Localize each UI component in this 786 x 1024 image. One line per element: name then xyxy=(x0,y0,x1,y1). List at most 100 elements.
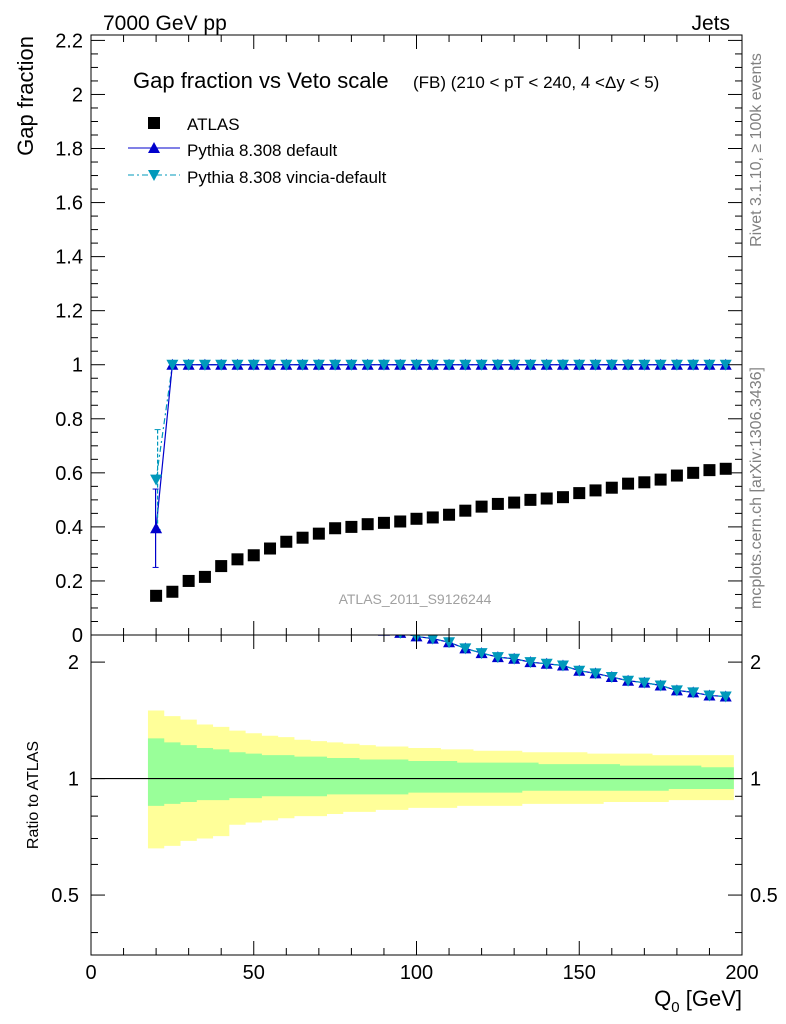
point-pythia-vincia xyxy=(150,474,163,486)
point-atlas xyxy=(394,515,407,528)
ratio-point-pythia-vincia xyxy=(719,691,732,703)
point-atlas xyxy=(377,516,390,529)
ratio-point-pythia-default xyxy=(329,617,341,628)
ratio-point-pythia-vincia xyxy=(313,609,325,620)
point-atlas xyxy=(426,511,439,524)
ratio-point-pythia-default xyxy=(183,502,195,513)
top-y-tick-label: 0.4 xyxy=(55,517,83,539)
ratio-axis-label: Ratio to ATLAS xyxy=(25,741,42,849)
point-pythia-vincia xyxy=(329,359,342,371)
ratio-point-pythia-default xyxy=(297,601,309,612)
ratio-point-pythia-default xyxy=(215,543,227,554)
ratio-point-pythia-default xyxy=(362,623,374,634)
point-pythia-vincia xyxy=(215,359,228,371)
ratio-point-pythia-default xyxy=(199,514,211,525)
ratio-band-stat xyxy=(147,738,734,806)
point-pythia-vincia xyxy=(198,359,211,371)
ratio-point-pythia-vincia xyxy=(215,544,227,555)
ratio-point-pythia-vincia xyxy=(654,680,667,692)
ratio-point-pythia-vincia xyxy=(524,657,537,669)
point-pythia-vincia xyxy=(280,359,293,371)
ratio-point-pythia-vincia xyxy=(703,690,716,702)
rivet-label: Rivet 3.1.10, ≥ 100k events xyxy=(748,53,765,247)
point-pythia-vincia xyxy=(264,359,277,371)
point-atlas xyxy=(150,589,163,602)
point-pythia-vincia xyxy=(654,359,667,371)
x-axis-label: Q0 [GeV] xyxy=(654,986,742,1016)
ratio-point-pythia-vincia xyxy=(183,503,195,514)
top-y-tick-label: 1 xyxy=(72,355,83,377)
point-pythia-vincia xyxy=(491,359,504,371)
ratio-point-pythia-vincia xyxy=(589,668,602,680)
point-pythia-vincia xyxy=(377,359,390,371)
point-atlas xyxy=(215,560,228,573)
point-atlas xyxy=(443,508,456,521)
ratio-point-pythia-vincia xyxy=(491,652,504,664)
ratio-point-pythia-vincia xyxy=(297,602,309,613)
x-axis-label-sub: 0 xyxy=(671,999,679,1016)
point-pythia-vincia xyxy=(589,359,602,371)
ratio-y-tick-label-right: 2 xyxy=(750,652,761,674)
point-pythia-vincia xyxy=(475,359,488,371)
point-atlas xyxy=(231,553,244,566)
point-pythia-vincia xyxy=(361,359,374,371)
y-axis-label: Gap fraction xyxy=(13,36,38,156)
ratio-y-tick-label: 2 xyxy=(68,652,79,674)
legend-marker-pythia-default xyxy=(148,142,160,153)
legend: ATLAS Pythia 8.308 default Pythia 8.308 … xyxy=(128,115,387,187)
ratio-point-pythia-vincia xyxy=(605,672,618,684)
ratio-point-pythia-default xyxy=(166,465,178,476)
mcplots-label: mcplots.cern.ch [arXiv:1306.3436] xyxy=(748,367,765,609)
x-tick-label: 100 xyxy=(400,962,433,984)
legend-label-pythia-default: Pythia 8.308 default xyxy=(187,141,338,160)
ratio-y-tick-label-right: 0.5 xyxy=(750,885,778,907)
ratio-point-pythia-vincia xyxy=(362,624,374,635)
point-pythia-vincia xyxy=(443,359,456,371)
point-pythia-vincia xyxy=(394,359,407,371)
point-pythia-vincia xyxy=(638,359,651,371)
point-atlas xyxy=(589,484,602,497)
point-atlas xyxy=(198,570,211,583)
x-tick-label: 150 xyxy=(563,962,596,984)
point-pythia-default xyxy=(150,522,163,534)
ratio-point-pythia-vincia xyxy=(638,677,651,689)
ratio-point-pythia-vincia xyxy=(540,658,553,670)
legend-marker-pythia-vincia xyxy=(148,170,160,181)
legend-label-pythia-vincia: Pythia 8.308 vincia-default xyxy=(187,168,387,187)
series-line-pythia-default xyxy=(155,364,726,529)
point-pythia-vincia xyxy=(719,359,732,371)
ratio-point-pythia-default xyxy=(280,594,292,605)
top-y-tick-label: 2 xyxy=(72,84,83,106)
x-axis-label-unit: [GeV] xyxy=(680,986,742,1011)
point-atlas xyxy=(361,518,374,531)
watermark: ATLAS_2011_S9126244 xyxy=(339,591,492,607)
ratio-point-pythia-vincia xyxy=(443,637,456,649)
point-pythia-vincia xyxy=(247,359,260,371)
ratio-point-pythia-default xyxy=(345,619,357,630)
legend-marker-atlas xyxy=(148,117,160,129)
legend-label-atlas: ATLAS xyxy=(187,115,240,134)
point-pythia-vincia xyxy=(670,359,683,371)
point-atlas xyxy=(573,487,586,500)
point-pythia-vincia xyxy=(426,359,439,371)
x-tick-label: 50 xyxy=(243,962,265,984)
ratio-point-pythia-vincia xyxy=(199,515,211,526)
x-axis-label-main: Q xyxy=(654,986,671,1011)
point-pythia-vincia xyxy=(540,359,553,371)
top-y-tick-label: 0 xyxy=(72,625,83,647)
top-y-tick-label: 1.4 xyxy=(55,247,83,269)
point-atlas xyxy=(654,473,667,486)
ratio-point-pythia-vincia xyxy=(622,675,635,687)
ratio-point-pythia-default xyxy=(264,581,276,592)
x-tick-label: 200 xyxy=(725,962,758,984)
top-y-tick-label: 1.8 xyxy=(55,139,83,161)
point-pythia-vincia xyxy=(312,359,325,371)
point-atlas xyxy=(475,500,488,513)
point-pythia-vincia xyxy=(410,359,423,371)
point-atlas xyxy=(491,497,504,510)
point-atlas xyxy=(280,535,293,548)
top-y-tick-label: 0.2 xyxy=(55,571,83,593)
ratio-point-pythia-default xyxy=(150,604,162,615)
point-atlas xyxy=(703,464,716,477)
